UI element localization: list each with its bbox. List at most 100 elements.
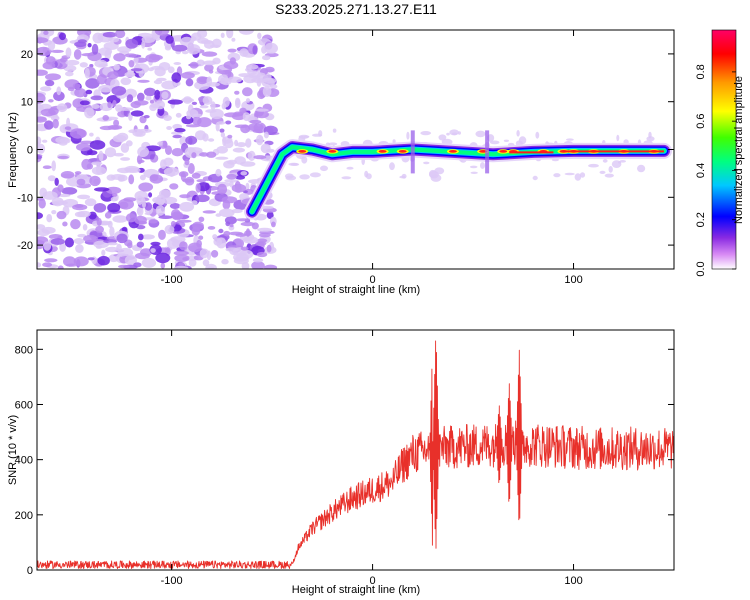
y-tick-label: 10 bbox=[21, 97, 33, 109]
noise-blob bbox=[145, 95, 152, 101]
noise-blob bbox=[119, 201, 129, 209]
noise-blob bbox=[56, 210, 67, 220]
y-tick-label: 200 bbox=[15, 510, 33, 522]
noise-blob bbox=[60, 171, 75, 179]
noise-blob bbox=[113, 64, 120, 71]
noise-blob bbox=[225, 120, 232, 125]
noise-blob bbox=[186, 114, 192, 120]
noise-blob bbox=[263, 131, 269, 139]
spectrogram-x-label: Height of straight line (km) bbox=[292, 284, 420, 296]
noise-blob bbox=[221, 196, 238, 204]
noise-blob bbox=[406, 131, 410, 140]
noise-blob bbox=[475, 130, 486, 138]
noise-blob bbox=[48, 234, 63, 240]
noise-blob bbox=[637, 164, 646, 173]
noise-blob bbox=[63, 256, 77, 267]
noise-blob bbox=[566, 138, 574, 141]
noise-blob bbox=[332, 128, 337, 133]
spectrogram-noise bbox=[37, 30, 661, 269]
noise-blob bbox=[37, 69, 48, 76]
noise-blob bbox=[252, 45, 258, 55]
noise-blob bbox=[227, 159, 238, 165]
noise-blob bbox=[197, 117, 212, 128]
noise-blob bbox=[140, 248, 153, 257]
noise-blob bbox=[242, 112, 251, 122]
noise-blob bbox=[189, 61, 199, 69]
noise-blob bbox=[136, 208, 142, 214]
noise-blob bbox=[535, 131, 540, 139]
noise-blob bbox=[74, 204, 84, 208]
signal-smear bbox=[485, 130, 490, 174]
noise-blob bbox=[213, 238, 222, 246]
noise-blob bbox=[136, 241, 145, 248]
noise-blob bbox=[125, 167, 141, 173]
noise-blob bbox=[202, 133, 209, 142]
noise-blob bbox=[42, 165, 52, 169]
noise-blob bbox=[107, 71, 119, 80]
noise-blob bbox=[118, 264, 130, 269]
noise-blob bbox=[173, 62, 182, 65]
noise-blob bbox=[57, 184, 64, 192]
noise-blob bbox=[156, 77, 167, 82]
colorbar-tick-label: 0.4 bbox=[695, 163, 707, 178]
noise-blob bbox=[87, 43, 92, 48]
noise-blob bbox=[184, 176, 195, 186]
noise-blob bbox=[124, 254, 137, 266]
noise-blob bbox=[209, 108, 224, 120]
noise-blob bbox=[245, 182, 250, 191]
noise-blob bbox=[52, 118, 59, 129]
noise-blob bbox=[220, 132, 226, 138]
noise-blob bbox=[177, 219, 192, 223]
snr-y-ticks: 0 200 400 600 800 bbox=[15, 344, 674, 577]
noise-blob bbox=[86, 150, 98, 156]
spectrogram-track bbox=[244, 130, 672, 220]
noise-blob bbox=[154, 67, 166, 77]
noise-blob bbox=[271, 221, 276, 228]
noise-blob bbox=[102, 31, 118, 38]
noise-blob bbox=[199, 152, 209, 157]
noise-blob bbox=[44, 258, 58, 263]
noise-blob bbox=[392, 139, 396, 144]
noise-blob bbox=[480, 162, 485, 169]
snr-panel: -100 0 100 0 200 400 600 800 Height of straigh… bbox=[7, 329, 675, 596]
noise-blob bbox=[137, 79, 150, 83]
noise-blob bbox=[141, 36, 156, 43]
noise-blob bbox=[259, 135, 264, 143]
chart-title: S233.2025.271.13.27.E11 bbox=[275, 1, 437, 17]
noise-blob bbox=[574, 173, 582, 181]
noise-blob bbox=[128, 174, 135, 185]
noise-blob bbox=[127, 242, 133, 249]
noise-blob bbox=[57, 155, 69, 159]
noise-blob bbox=[65, 47, 72, 58]
noise-blob bbox=[145, 53, 161, 63]
noise-blob bbox=[231, 37, 236, 42]
noise-blob bbox=[79, 100, 90, 106]
noise-blob bbox=[247, 123, 264, 132]
noise-blob bbox=[91, 166, 107, 175]
noise-blob bbox=[109, 226, 115, 237]
noise-blob bbox=[516, 130, 520, 137]
noise-blob bbox=[173, 212, 183, 220]
noise-blob bbox=[173, 250, 189, 256]
noise-blob bbox=[180, 172, 186, 182]
noise-blob bbox=[266, 244, 272, 253]
noise-blob bbox=[162, 140, 168, 148]
noise-blob bbox=[246, 64, 259, 70]
noise-blob bbox=[192, 221, 204, 230]
noise-blob bbox=[94, 59, 108, 68]
noise-blob bbox=[210, 101, 216, 111]
noise-blob bbox=[48, 107, 59, 116]
noise-blob bbox=[284, 173, 294, 179]
colorbar-label: Normalized spectral amplitude bbox=[733, 76, 745, 224]
noise-blob bbox=[202, 210, 216, 214]
noise-blob bbox=[215, 121, 220, 132]
noise-blob bbox=[107, 124, 123, 130]
noise-blob bbox=[179, 36, 194, 47]
noise-blob bbox=[62, 221, 68, 227]
noise-blob bbox=[154, 100, 166, 110]
noise-blob bbox=[76, 178, 86, 186]
noise-blob bbox=[132, 128, 143, 137]
signal-peak bbox=[328, 150, 337, 153]
noise-blob bbox=[227, 134, 233, 139]
